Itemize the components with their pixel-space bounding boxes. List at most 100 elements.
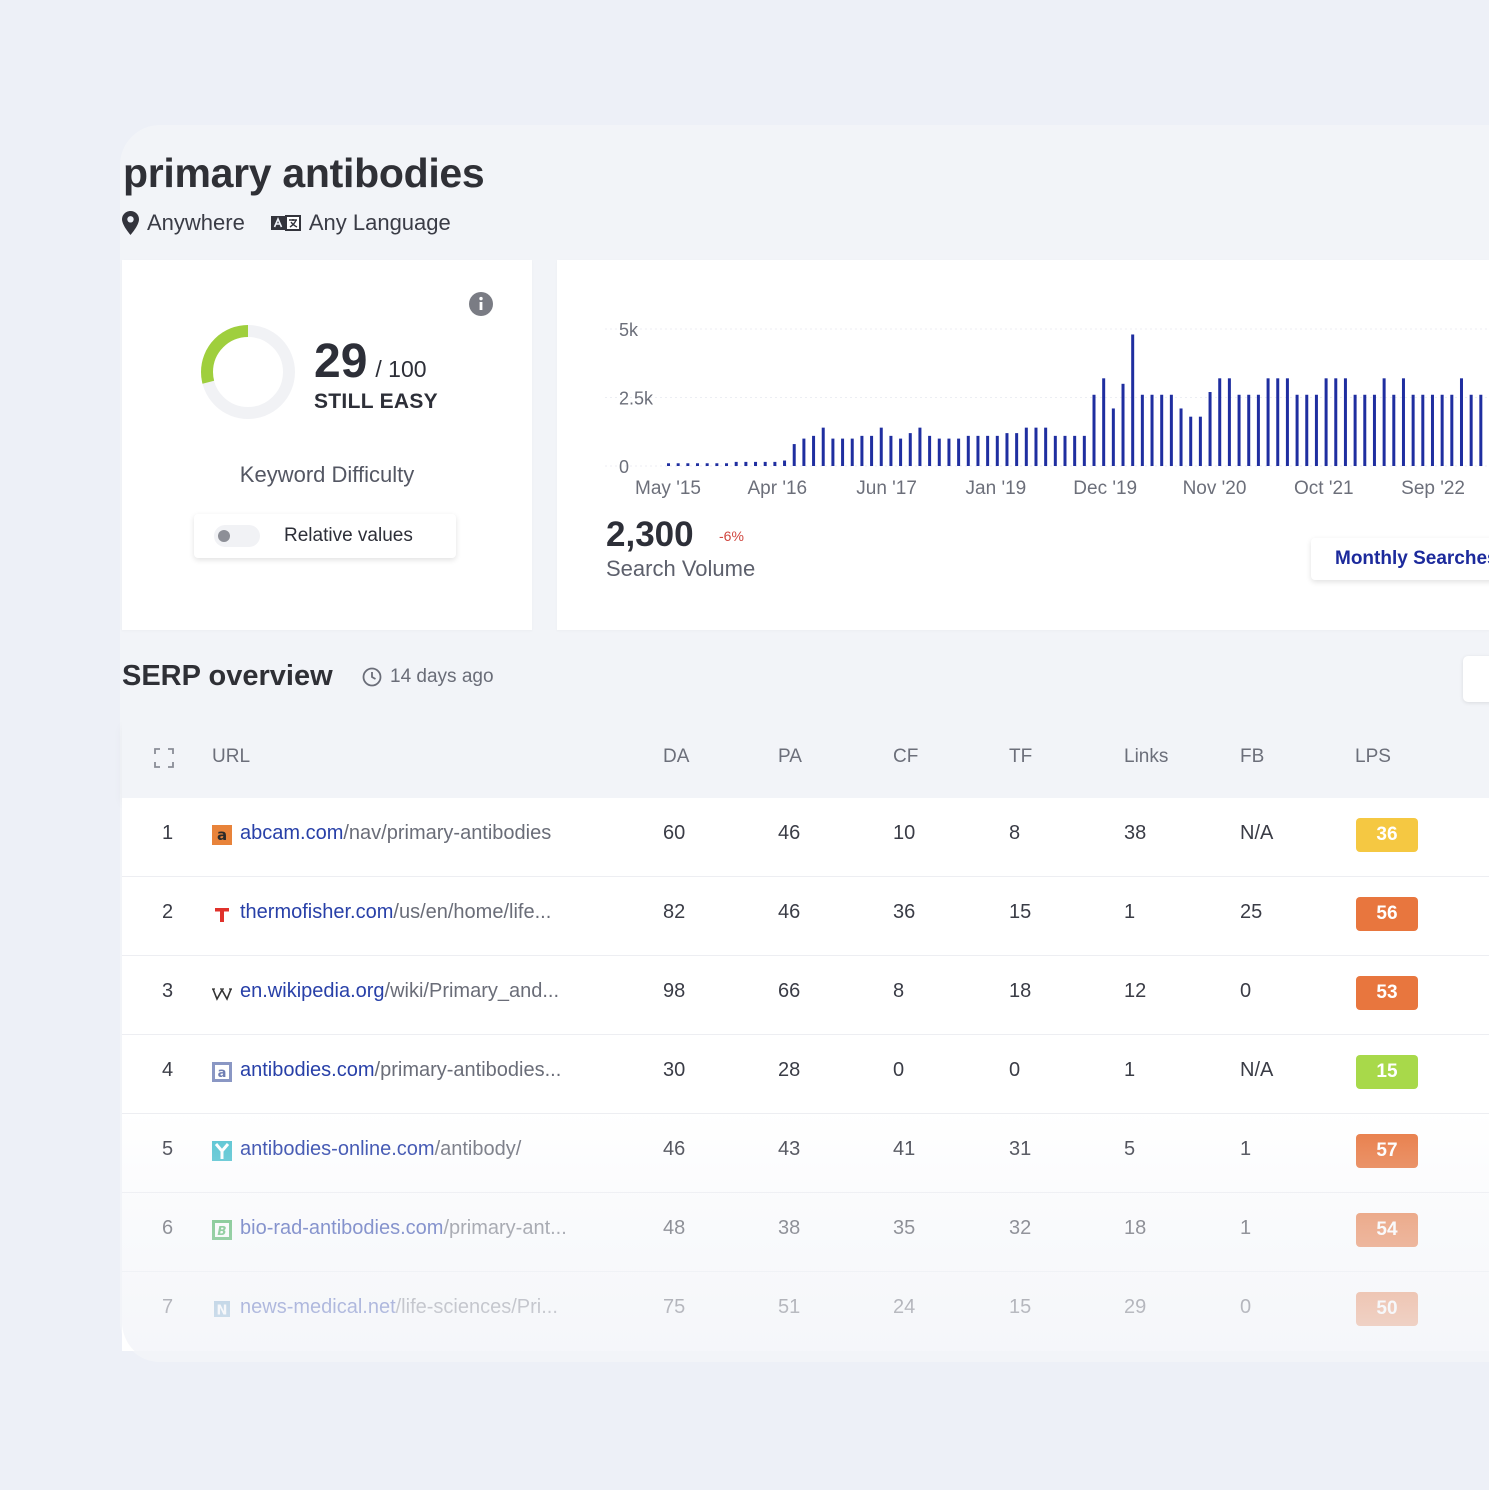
expand-icon[interactable] — [154, 748, 174, 768]
chart-bar[interactable] — [870, 435, 874, 466]
chart-bar[interactable] — [1479, 394, 1483, 466]
chart-bar[interactable] — [1092, 394, 1096, 466]
chart-bar[interactable] — [1256, 394, 1260, 466]
chart-bar[interactable] — [928, 435, 932, 466]
language-selector[interactable]: Any Language — [270, 210, 451, 236]
chart-bar[interactable] — [1314, 394, 1318, 466]
chart-bar[interactable] — [1247, 394, 1251, 466]
table-row[interactable]: 7 N news-medical.net/life-sciences/Pri..… — [122, 1272, 1489, 1351]
chart-bar[interactable] — [831, 438, 835, 466]
chart-bar[interactable] — [1150, 394, 1154, 466]
chart-bar[interactable] — [705, 463, 709, 466]
chart-bar[interactable] — [1363, 394, 1367, 466]
chart-bar[interactable] — [1169, 394, 1173, 466]
relative-values-toggle[interactable]: Relative values — [194, 514, 456, 558]
chart-bar[interactable] — [1305, 394, 1309, 466]
table-row[interactable]: 4 a antibodies.com/primary-antibodies...… — [122, 1035, 1489, 1114]
chart-bar[interactable] — [1430, 394, 1434, 466]
chart-bar[interactable] — [821, 427, 825, 466]
chart-bar[interactable] — [1034, 427, 1038, 466]
chart-bar[interactable] — [1276, 378, 1280, 466]
chart-bar[interactable] — [1121, 383, 1125, 466]
chart-bar[interactable] — [715, 463, 719, 466]
chart-bar[interactable] — [860, 435, 864, 466]
chart-bar[interactable] — [1266, 378, 1270, 466]
chart-bar[interactable] — [1382, 378, 1386, 466]
chart-bar[interactable] — [1421, 394, 1425, 466]
chart-bar[interactable] — [1015, 433, 1019, 466]
chart-bar[interactable] — [976, 435, 980, 466]
result-url-link[interactable]: antibodies.com/primary-antibodies... — [240, 1059, 561, 1082]
chart-bar[interactable] — [1024, 427, 1028, 466]
result-url-link[interactable]: en.wikipedia.org/wiki/Primary_and... — [240, 980, 559, 1003]
chart-bar[interactable] — [1401, 378, 1405, 466]
toggle-switch[interactable] — [214, 525, 260, 547]
chart-bar[interactable] — [1450, 394, 1454, 466]
chart-bar[interactable] — [1372, 394, 1376, 466]
chart-bar[interactable] — [1198, 416, 1202, 466]
chart-bar[interactable] — [1469, 394, 1473, 466]
chart-bar[interactable] — [1102, 378, 1106, 466]
chart-bar[interactable] — [966, 435, 970, 466]
chart-bar[interactable] — [676, 463, 680, 466]
table-row[interactable]: 3 en.wikipedia.org/wiki/Primary_and... 9… — [122, 956, 1489, 1035]
result-url-link[interactable]: news-medical.net/life-sciences/Pri... — [240, 1296, 558, 1319]
column-header-url[interactable]: URL — [212, 746, 251, 767]
column-header-links[interactable]: Links — [1124, 746, 1169, 767]
chart-bar[interactable] — [792, 444, 796, 466]
result-url-link[interactable]: thermofisher.com/us/en/home/life... — [240, 901, 551, 924]
chart-bar[interactable] — [995, 435, 999, 466]
column-header-fb[interactable]: FB — [1240, 746, 1265, 767]
table-row[interactable]: 5 antibodies-online.com/antibody/ 46 43 … — [122, 1114, 1489, 1193]
monthly-searches-button[interactable]: Monthly Searches — [1311, 538, 1489, 580]
chart-bar[interactable] — [1295, 394, 1299, 466]
column-header-lps[interactable]: LPS — [1355, 746, 1391, 767]
column-header-pa[interactable]: PA — [778, 746, 802, 767]
location-selector[interactable]: Anywhere — [122, 210, 245, 236]
chart-bar[interactable] — [783, 460, 787, 466]
chart-bar[interactable] — [734, 461, 738, 466]
chart-bar[interactable] — [937, 438, 941, 466]
chart-bar[interactable] — [1044, 427, 1048, 466]
chart-bar[interactable] — [1189, 416, 1193, 466]
chart-bar[interactable] — [1353, 394, 1357, 466]
chart-bar[interactable] — [879, 427, 883, 466]
chart-bar[interactable] — [667, 463, 670, 466]
chart-bar[interactable] — [1411, 394, 1415, 466]
chart-bar[interactable] — [763, 461, 767, 466]
chart-bar[interactable] — [1111, 408, 1115, 466]
result-url-link[interactable]: bio-rad-antibodies.com/primary-ant... — [240, 1217, 567, 1240]
chart-bar[interactable] — [850, 438, 854, 466]
chart-bar[interactable] — [696, 463, 700, 466]
chart-bar[interactable] — [1237, 394, 1241, 466]
chart-bar[interactable] — [908, 433, 912, 466]
chart-bar[interactable] — [986, 435, 990, 466]
chart-bar[interactable] — [957, 438, 961, 466]
column-header-da[interactable]: DA — [663, 746, 690, 767]
chart-bar[interactable] — [1343, 378, 1347, 466]
chart-bar[interactable] — [918, 427, 922, 466]
chart-bar[interactable] — [841, 438, 845, 466]
info-icon[interactable] — [469, 292, 493, 316]
chart-bar[interactable] — [802, 438, 806, 466]
chart-bar[interactable] — [1082, 435, 1086, 466]
column-header-cf[interactable]: CF — [893, 746, 919, 767]
table-row[interactable]: 2 thermofisher.com/us/en/home/life... 82… — [122, 877, 1489, 956]
result-url-link[interactable]: abcam.com/nav/primary-antibodies — [240, 822, 551, 845]
chart-bar[interactable] — [1053, 435, 1057, 466]
chart-bar[interactable] — [1285, 378, 1289, 466]
chart-bar[interactable] — [1227, 378, 1231, 466]
chart-bar[interactable] — [812, 435, 816, 466]
chart-bar[interactable] — [1440, 394, 1444, 466]
chart-bar[interactable] — [1208, 392, 1212, 466]
chart-bar[interactable] — [1160, 394, 1164, 466]
chart-bar[interactable] — [1459, 378, 1463, 466]
chart-bar[interactable] — [1334, 378, 1338, 466]
chart-bar[interactable] — [744, 461, 748, 466]
chart-bar[interactable] — [1324, 378, 1328, 466]
chart-bar[interactable] — [725, 463, 729, 466]
chart-bar[interactable] — [1218, 378, 1222, 466]
chart-bar[interactable] — [1140, 394, 1144, 466]
column-header-tf[interactable]: TF — [1009, 746, 1033, 767]
chart-bar[interactable] — [686, 463, 690, 466]
